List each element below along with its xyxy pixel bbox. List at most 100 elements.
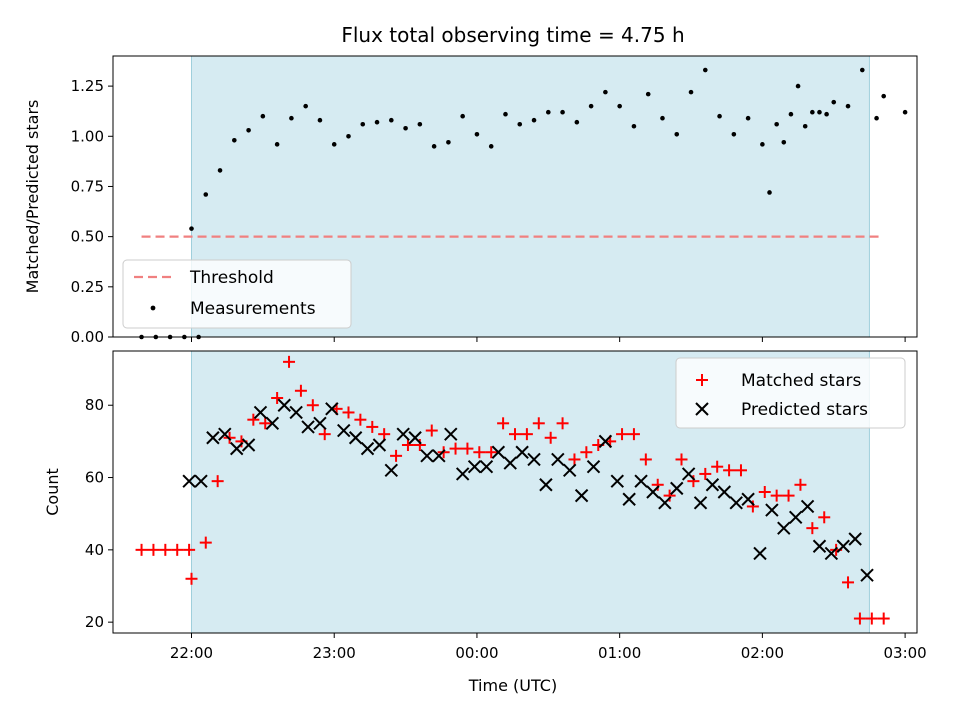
predicted-star-point <box>788 510 803 525</box>
matched-star-point <box>687 475 700 488</box>
matched-star-point <box>532 417 545 430</box>
predicted-star-point <box>277 398 291 412</box>
x-tick-label: 22:00 <box>170 644 213 662</box>
matched-star-point <box>413 439 426 451</box>
matched-star-point <box>183 543 196 556</box>
predicted-star-point <box>598 434 613 449</box>
bottom-y-tick-label: 40 <box>85 541 104 559</box>
matched-star-point <box>794 478 807 491</box>
bottom-x-ticks: 22:00 23:00 00:00 01:00 02:00 03:00 <box>170 633 927 662</box>
matched-star-point <box>159 543 172 556</box>
measurement-point <box>902 109 908 115</box>
measurement-point <box>474 131 480 137</box>
top-y-ticks: 0.00 0.25 0.50 0.75 1.00 1.25 <box>71 77 113 346</box>
measurement-point <box>831 99 837 105</box>
matched-star-point <box>842 576 855 589</box>
matched-star-point <box>366 420 379 433</box>
predicted-star-point <box>646 485 660 499</box>
predicted-star-point <box>574 488 589 503</box>
matched-star-point <box>675 453 688 466</box>
x-tick-label: 03:00 <box>883 644 926 662</box>
predicted-star-point <box>824 546 839 561</box>
measurement-point <box>460 113 465 119</box>
measurement-point <box>232 138 237 143</box>
predicted-star-point <box>348 431 363 445</box>
matched-star-point <box>770 489 783 502</box>
predicted-star-point <box>681 467 696 481</box>
matched-star-point <box>199 536 212 549</box>
top-y-tick-label: 1.00 <box>71 127 104 145</box>
measurement-point <box>346 133 351 139</box>
measurement-point <box>446 140 451 145</box>
measurement-point <box>859 67 865 73</box>
predicted-star-point <box>241 438 256 452</box>
top-panel-frame <box>112 55 918 338</box>
matched-star-point <box>616 428 629 441</box>
bottom-y-tick-label: 60 <box>85 469 104 487</box>
predicted-star-point <box>836 539 850 553</box>
matched-star-point <box>401 439 414 451</box>
measurement-point <box>574 119 580 125</box>
predicted-star-point <box>693 496 708 510</box>
legend-matched-swatch <box>696 374 708 386</box>
predicted-star-point <box>539 478 553 492</box>
matched-star-point <box>853 612 866 625</box>
matched-star-point <box>247 413 260 426</box>
predicted-star-point <box>515 445 529 459</box>
legend-measurements-label: Measurements <box>190 299 316 319</box>
matched-star-point <box>746 500 759 513</box>
predicted-star-point <box>360 441 375 456</box>
predicted-star-point <box>408 431 422 445</box>
predicted-star-point <box>444 427 458 441</box>
matched-star-point <box>185 572 198 585</box>
measurement-point <box>431 144 437 149</box>
predicted-star-point <box>372 438 387 452</box>
matched-star-point <box>485 446 498 459</box>
matched-star-point <box>723 464 736 477</box>
predicted-star-point <box>396 427 410 441</box>
legend-predicted-swatch <box>695 402 709 416</box>
measurement-point <box>802 123 808 129</box>
matched-star-point <box>568 453 581 466</box>
measurement-point <box>588 103 594 109</box>
matched-star-point <box>758 486 771 498</box>
measurement-point <box>403 125 408 131</box>
predicted-star-point <box>503 456 517 470</box>
matched-star-point <box>497 417 510 430</box>
measurement-point <box>374 119 380 125</box>
predicted-star-point <box>741 492 755 506</box>
measurement-point <box>788 111 794 117</box>
top-y-tick-label: 0.50 <box>71 228 104 246</box>
measurement-point <box>331 142 337 147</box>
predicted-star-point <box>253 405 268 420</box>
matched-star-point <box>318 428 331 441</box>
predicted-star-point <box>610 474 624 488</box>
measurement-point <box>674 131 680 137</box>
matched-star-point <box>580 446 593 459</box>
matched-star-point <box>699 467 712 480</box>
legend-matched-label: Matched stars <box>741 371 861 391</box>
predicted-star-point <box>717 485 732 499</box>
predicted-star-point <box>586 459 601 474</box>
measurement-point <box>745 115 751 121</box>
measurement-point <box>389 117 394 123</box>
predicted-star-point <box>860 568 874 582</box>
measurement-points <box>139 67 908 340</box>
predicted-star-point <box>289 405 303 420</box>
predicted-stars-points <box>182 398 874 582</box>
measurement-point <box>417 121 423 127</box>
matched-star-point <box>473 446 486 459</box>
predicted-star-point <box>420 449 434 463</box>
predicted-star-point <box>800 499 815 514</box>
predicted-star-point <box>265 416 280 431</box>
bottom-y-ticks: 20 40 60 80 <box>85 396 113 631</box>
measurement-point <box>717 113 722 119</box>
measurement-point <box>203 192 209 197</box>
measurement-point <box>246 127 251 133</box>
bottom-legend: Matched stars Predicted stars <box>675 357 906 429</box>
top-y-tick-label: 1.25 <box>71 77 104 95</box>
legend-threshold-label: Threshold <box>189 268 274 288</box>
top-x-ticks <box>190 337 906 342</box>
x-tick-label: 02:00 <box>741 644 784 662</box>
matched-star-point <box>877 612 890 625</box>
